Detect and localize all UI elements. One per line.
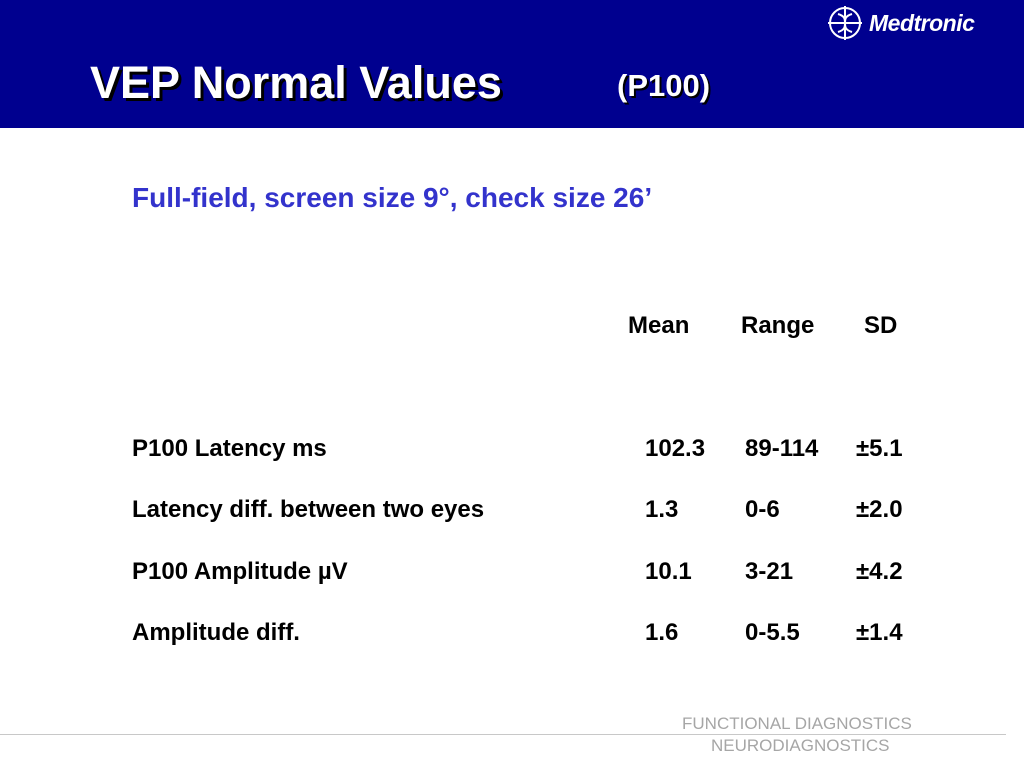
row-mean: 10.1 [645, 558, 692, 585]
brand-name: Medtronic [869, 9, 975, 36]
row-range: 0-5.5 [745, 619, 800, 646]
row-sd: ±2.0 [856, 496, 903, 523]
column-header-range: Range [741, 312, 815, 339]
slide-title: VEP Normal Values [90, 57, 502, 108]
row-sd: ±5.1 [856, 435, 903, 462]
slide-subtitle: Full-field, screen size 9°, check size 2… [132, 182, 653, 213]
footer-line-2: NEURODIAGNOSTICS [711, 736, 890, 755]
medtronic-logo-icon [828, 6, 862, 40]
row-range: 89-114 [745, 435, 819, 462]
row-range: 3-21 [745, 558, 794, 585]
header-bar: VEP Normal Values (P100) Medtronic [0, 0, 1024, 128]
row-mean: 102.3 [645, 435, 706, 462]
row-label: P100 Amplitude µV [132, 558, 348, 585]
row-label: P100 Latency ms [132, 435, 327, 462]
row-label: Latency diff. between two eyes [132, 496, 485, 523]
row-mean: 1.3 [645, 496, 679, 523]
row-sd: ±1.4 [856, 619, 903, 646]
column-header-mean: Mean [628, 312, 690, 339]
brand-logo: Medtronic [826, 4, 975, 42]
footer-line-1: FUNCTIONAL DIAGNOSTICS [682, 714, 912, 733]
row-sd: ±4.2 [856, 558, 903, 585]
column-header-sd: SD [864, 312, 898, 339]
row-mean: 1.6 [645, 619, 679, 646]
slide-title-sub: (P100) [617, 68, 711, 103]
footer-divider [0, 734, 1006, 735]
row-label: Amplitude diff. [132, 619, 300, 646]
row-range: 0-6 [745, 496, 780, 523]
